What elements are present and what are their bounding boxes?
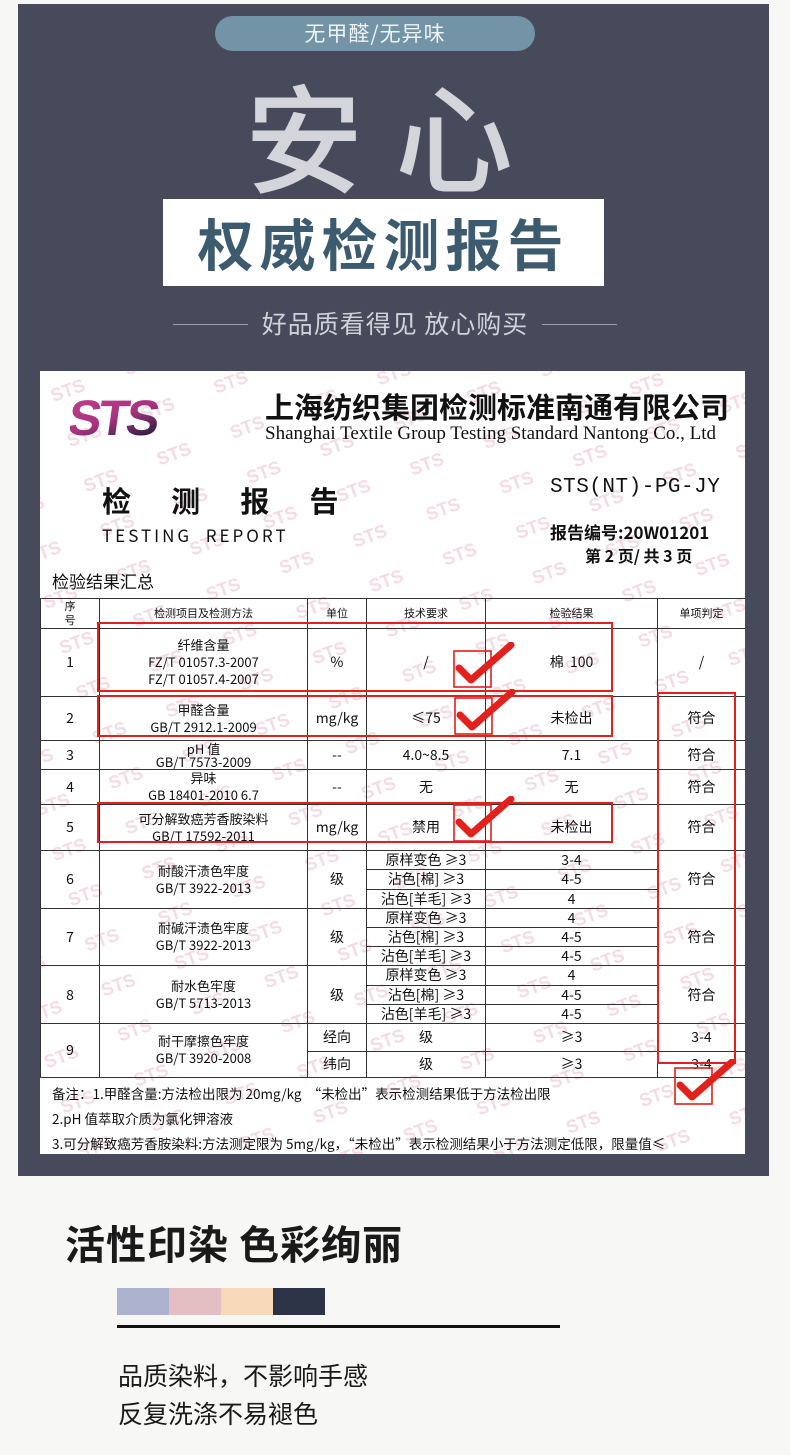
svg-text:STS: STS xyxy=(70,393,162,445)
